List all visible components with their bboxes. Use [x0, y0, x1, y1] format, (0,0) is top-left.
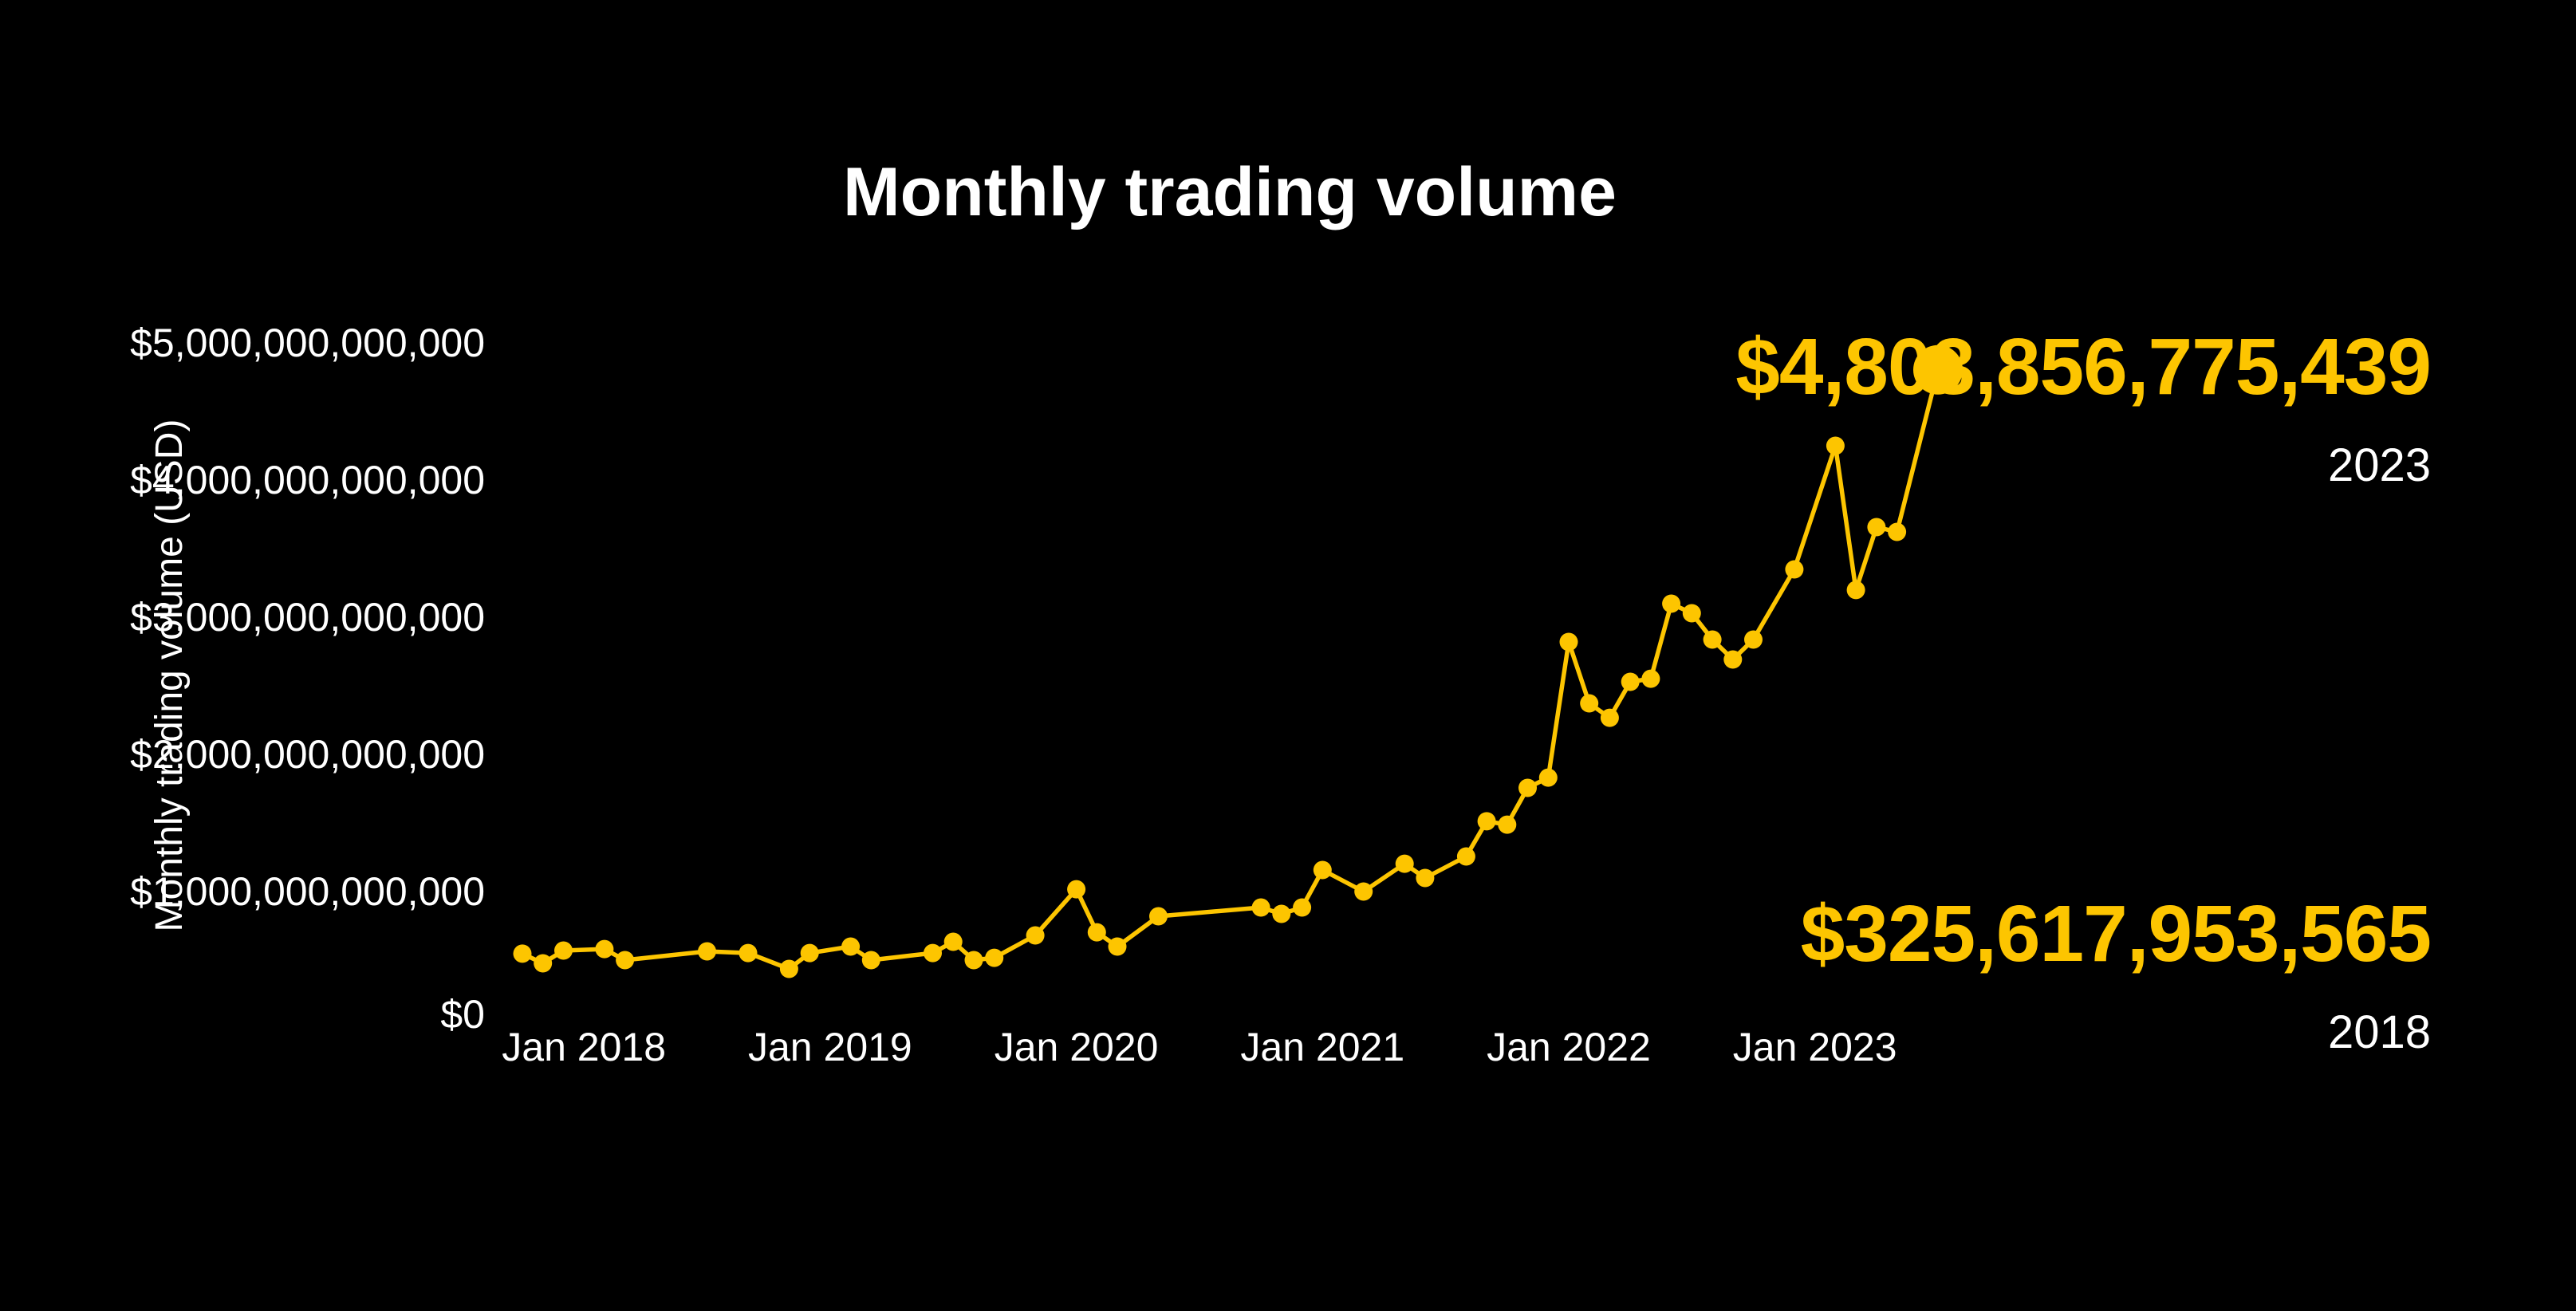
data-point: [616, 951, 635, 970]
y-tick-label: $3,000,000,000,000: [130, 595, 485, 640]
data-point: [779, 959, 798, 978]
y-tick-label: $1,000,000,000,000: [130, 869, 485, 914]
x-tick-label: Jan 2018: [502, 1025, 666, 1069]
data-point: [1723, 650, 1743, 669]
callout-latest-value: $4,803,856,775,439: [1735, 322, 2432, 411]
data-point: [513, 944, 532, 963]
data-point: [1846, 581, 1865, 600]
data-point: [1251, 898, 1270, 917]
callout-latest-year: 2023: [2327, 439, 2431, 491]
callout-baseline-value: $325,617,953,565: [1800, 889, 2432, 978]
highlight-point: [1913, 344, 1963, 395]
data-point: [1293, 898, 1312, 917]
x-tick-label: Jan 2019: [748, 1025, 912, 1069]
data-point: [739, 943, 758, 963]
data-point: [1682, 604, 1701, 623]
data-point: [1867, 518, 1886, 537]
data-point: [554, 941, 573, 960]
data-point: [1826, 436, 1845, 455]
data-point: [1600, 708, 1619, 727]
data-point: [861, 951, 880, 970]
data-point: [1888, 522, 1907, 541]
data-point: [1744, 630, 1763, 649]
data-point: [1108, 937, 1127, 956]
y-tick-label: $5,000,000,000,000: [130, 321, 485, 365]
data-point: [1518, 778, 1537, 797]
data-point: [1272, 904, 1291, 923]
series-line: [520, 367, 1940, 971]
x-tick-label: Jan 2021: [1240, 1025, 1404, 1069]
x-tick-label: Jan 2020: [995, 1025, 1159, 1069]
data-point: [595, 939, 614, 959]
x-tick-label: Jan 2023: [1733, 1025, 1897, 1069]
data-point: [1641, 669, 1660, 688]
data-point: [1703, 630, 1722, 649]
data-point: [1456, 847, 1475, 866]
data-point: [1662, 594, 1681, 613]
y-tick-label: $0: [440, 992, 485, 1037]
data-point: [1621, 672, 1640, 691]
callout-baseline: $325,617,953,565 2018: [1800, 889, 2432, 1058]
data-point: [1580, 694, 1599, 713]
data-point: [1477, 812, 1496, 831]
data-point: [1498, 815, 1517, 834]
data-point: [924, 943, 942, 963]
data-point: [1067, 880, 1086, 899]
data-point: [1785, 560, 1804, 579]
data-point: [800, 943, 819, 963]
data-point: [1149, 907, 1168, 926]
data-point: [1313, 860, 1332, 880]
data-point: [1087, 923, 1106, 942]
data-point: [698, 942, 716, 961]
y-tick-label: $2,000,000,000,000: [130, 732, 485, 777]
data-point: [1559, 632, 1578, 652]
data-point: [1395, 854, 1414, 873]
data-point: [1538, 768, 1558, 787]
x-tick-label: Jan 2022: [1487, 1025, 1651, 1069]
data-point: [1416, 868, 1435, 888]
callout-baseline-year: 2018: [2327, 1006, 2431, 1058]
data-point: [985, 948, 1004, 967]
page-title: Monthly trading volume: [843, 154, 1617, 230]
y-tick-label: $4,000,000,000,000: [130, 458, 485, 502]
data-point: [943, 932, 963, 951]
data-point: [964, 951, 983, 970]
callout-latest: $4,803,856,775,439 2023: [1735, 322, 2432, 491]
data-point: [841, 937, 861, 956]
data-point: [1026, 926, 1045, 945]
data-point: [1354, 882, 1373, 901]
data-point: [534, 954, 553, 973]
